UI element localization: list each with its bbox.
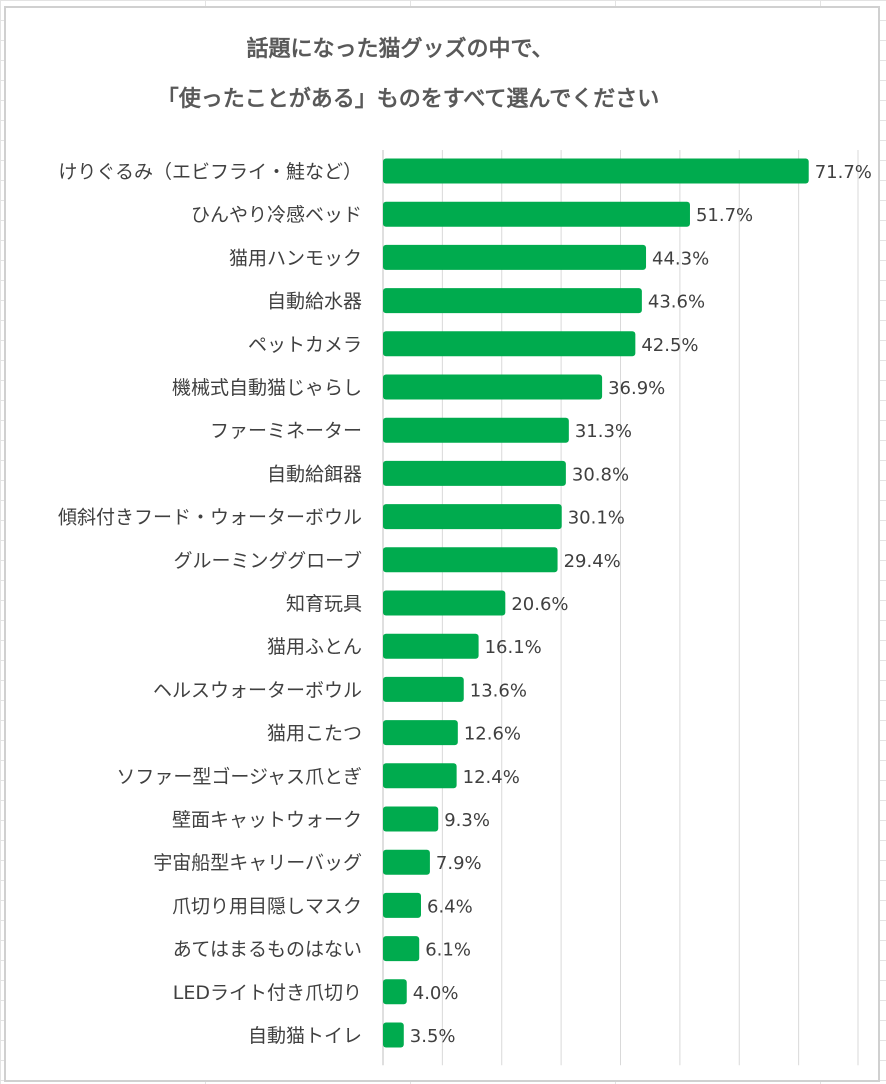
data-label: 6.4% [427, 896, 473, 917]
category-label: あてはまるものはない [173, 939, 362, 961]
data-label: 3.5% [410, 1026, 456, 1047]
chart-title-line-2: 「使ったことがある」ものをすべて選んでください [157, 86, 659, 112]
category-label: ヘルスウォーターボウル [153, 679, 362, 701]
category-label: 知育玩具 [286, 593, 362, 615]
category-label: 猫用ふとん [267, 636, 362, 658]
data-label: 4.0% [413, 983, 459, 1004]
bar [383, 374, 603, 400]
category-label: けりぐるみ（エビフライ・鮭など） [58, 161, 362, 183]
category-label: 傾斜付きフード・ウォーターボウル [58, 507, 362, 529]
data-label: 31.3% [575, 421, 632, 442]
bar [383, 979, 407, 1005]
category-label: 機械式自動猫じゃらし [172, 377, 362, 399]
data-label: 12.4% [463, 767, 520, 788]
data-label: 51.7% [696, 205, 753, 226]
category-label: 自動給餌器 [267, 463, 362, 485]
bar [383, 288, 642, 314]
category-label: 壁面キャットウォーク [172, 809, 362, 831]
bar [383, 849, 430, 875]
category-label: グルーミンググローブ [174, 549, 362, 572]
data-label: 42.5% [641, 335, 698, 356]
data-label: 20.6% [511, 594, 568, 615]
data-label: 30.1% [568, 508, 625, 529]
bar [383, 633, 479, 659]
bar [383, 590, 506, 616]
category-label: LEDライト付き爪切り [173, 982, 362, 1004]
bar [383, 158, 809, 184]
bar [383, 244, 647, 270]
category-label: 自動猫トイレ [248, 1025, 362, 1047]
category-label: ファーミネーター [210, 420, 362, 442]
data-label: 13.6% [470, 680, 527, 701]
data-label: 44.3% [652, 248, 709, 269]
bar [383, 676, 464, 702]
category-label: ひんやり冷感ベッド [191, 204, 362, 226]
bar [383, 720, 458, 746]
bar [383, 1022, 404, 1048]
data-label: 6.1% [425, 940, 471, 961]
bar [383, 892, 421, 918]
category-label: 爪切り用目隠しマスク [172, 895, 362, 917]
data-label: 12.6% [464, 724, 521, 745]
category-label: ソファー型ゴージャス爪とぎ [116, 766, 362, 788]
data-label: 71.7% [815, 162, 872, 183]
bar [383, 936, 420, 962]
bar [383, 417, 569, 443]
bar [383, 547, 558, 573]
bar [383, 763, 457, 789]
bar [383, 331, 636, 357]
data-label: 16.1% [485, 637, 542, 658]
bar [383, 460, 566, 486]
category-label: 自動給水器 [267, 291, 362, 313]
data-label: 36.9% [608, 378, 665, 399]
data-label: 7.9% [436, 853, 482, 874]
data-label: 30.8% [572, 464, 629, 485]
category-label: 猫用こたつ [267, 723, 362, 745]
data-label: 29.4% [564, 551, 621, 572]
data-label: 43.6% [648, 292, 705, 313]
category-label: 猫用ハンモック [229, 247, 362, 269]
category-label: ペットカメラ [248, 334, 362, 356]
category-label: 宇宙船型キャリーバッグ [153, 852, 362, 874]
data-label: 9.3% [444, 810, 490, 831]
chart-title-line-1: 話題になった猫グッズの中で、 [246, 36, 553, 62]
bar [383, 201, 690, 227]
bar [383, 806, 439, 832]
bar [383, 504, 562, 530]
